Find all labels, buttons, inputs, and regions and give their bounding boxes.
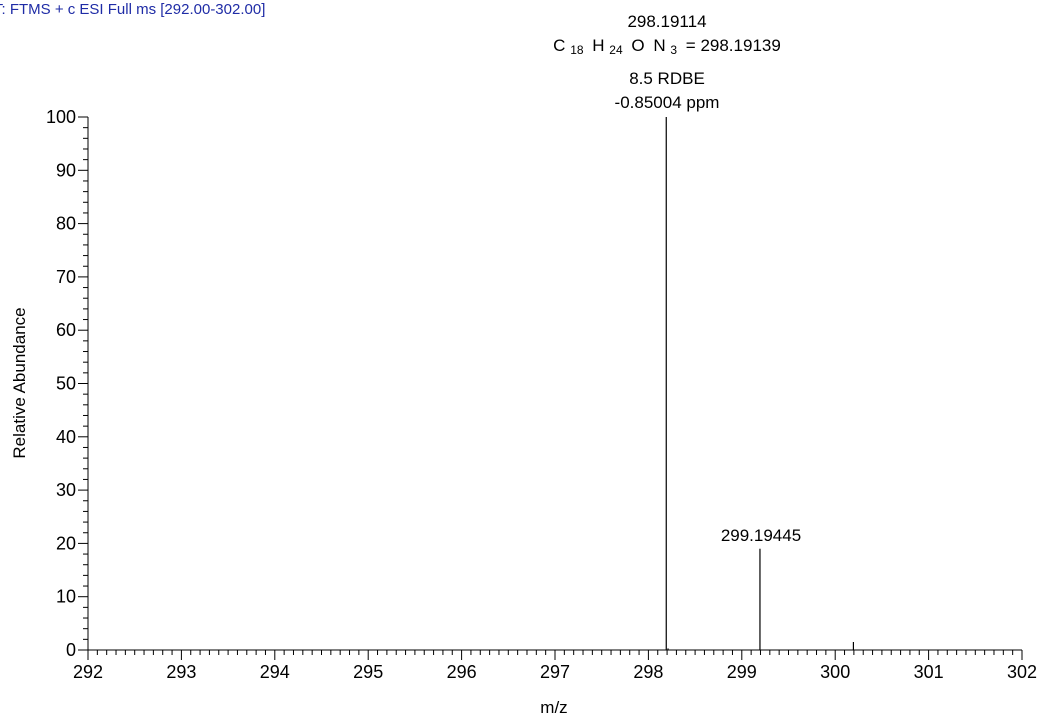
x-tick-label: 296 <box>447 662 477 682</box>
y-tick-label: 60 <box>56 320 76 340</box>
y-tick-label: 90 <box>56 160 76 180</box>
formula-o: O <box>631 36 644 55</box>
formula-n: N <box>653 36 665 55</box>
y-tick-label: 80 <box>56 214 76 234</box>
x-tick-label: 297 <box>540 662 570 682</box>
isotope-peak-mz-label: 299.19445 <box>721 526 801 545</box>
peak-sticks <box>665 117 855 650</box>
scan-header: T: FTMS + c ESI Full ms [292.00-302.00] <box>0 1 265 18</box>
y-tick-label: 100 <box>46 107 76 127</box>
main-peak-annotation: 298.19114 C 18 H 24 O N 3 = 298.19139 8.… <box>553 12 781 112</box>
y-tick-label: 40 <box>56 427 76 447</box>
y-tick-label: 20 <box>56 533 76 553</box>
formula-h-count: 24 <box>609 43 623 57</box>
x-tick-label: 300 <box>820 662 850 682</box>
x-tick-label: 302 <box>1007 662 1037 682</box>
x-tick-label: 293 <box>166 662 196 682</box>
main-peak-formula: C 18 H 24 O N 3 = 298.19139 <box>553 36 781 58</box>
formula-c: C <box>553 36 565 55</box>
x-axis-title: m/z <box>540 698 567 717</box>
formula-n-count: 3 <box>670 43 677 57</box>
formula-calc-mass: = 298.19139 <box>686 36 781 55</box>
formula-h: H <box>592 36 604 55</box>
main-peak-mz-label: 298.19114 <box>627 12 706 31</box>
y-tick-label: 70 <box>56 267 76 287</box>
axes: 0 10 20 30 40 50 60 70 80 90 100 292 293 294 295 296 297… <box>46 107 1037 682</box>
y-tick-label: 10 <box>56 587 76 607</box>
axis-ticks: 0 10 20 30 40 50 60 70 80 90 100 292 293 294 295 296 297… <box>46 107 1037 682</box>
x-tick-label: 298 <box>633 662 663 682</box>
y-tick-label: 0 <box>66 640 76 660</box>
x-tick-label: 295 <box>353 662 383 682</box>
x-tick-label: 301 <box>914 662 944 682</box>
formula-c-count: 18 <box>570 43 584 57</box>
y-axis-title: Relative Abundance <box>10 307 29 458</box>
y-tick-label: 50 <box>56 374 76 394</box>
main-peak-ppm-label: -0.85004 ppm <box>615 93 720 112</box>
x-tick-label: 294 <box>260 662 290 682</box>
y-tick-label: 30 <box>56 480 76 500</box>
x-tick-label: 299 <box>727 662 757 682</box>
x-tick-label: 292 <box>73 662 103 682</box>
main-peak-rdbe-label: 8.5 RDBE <box>629 69 705 88</box>
